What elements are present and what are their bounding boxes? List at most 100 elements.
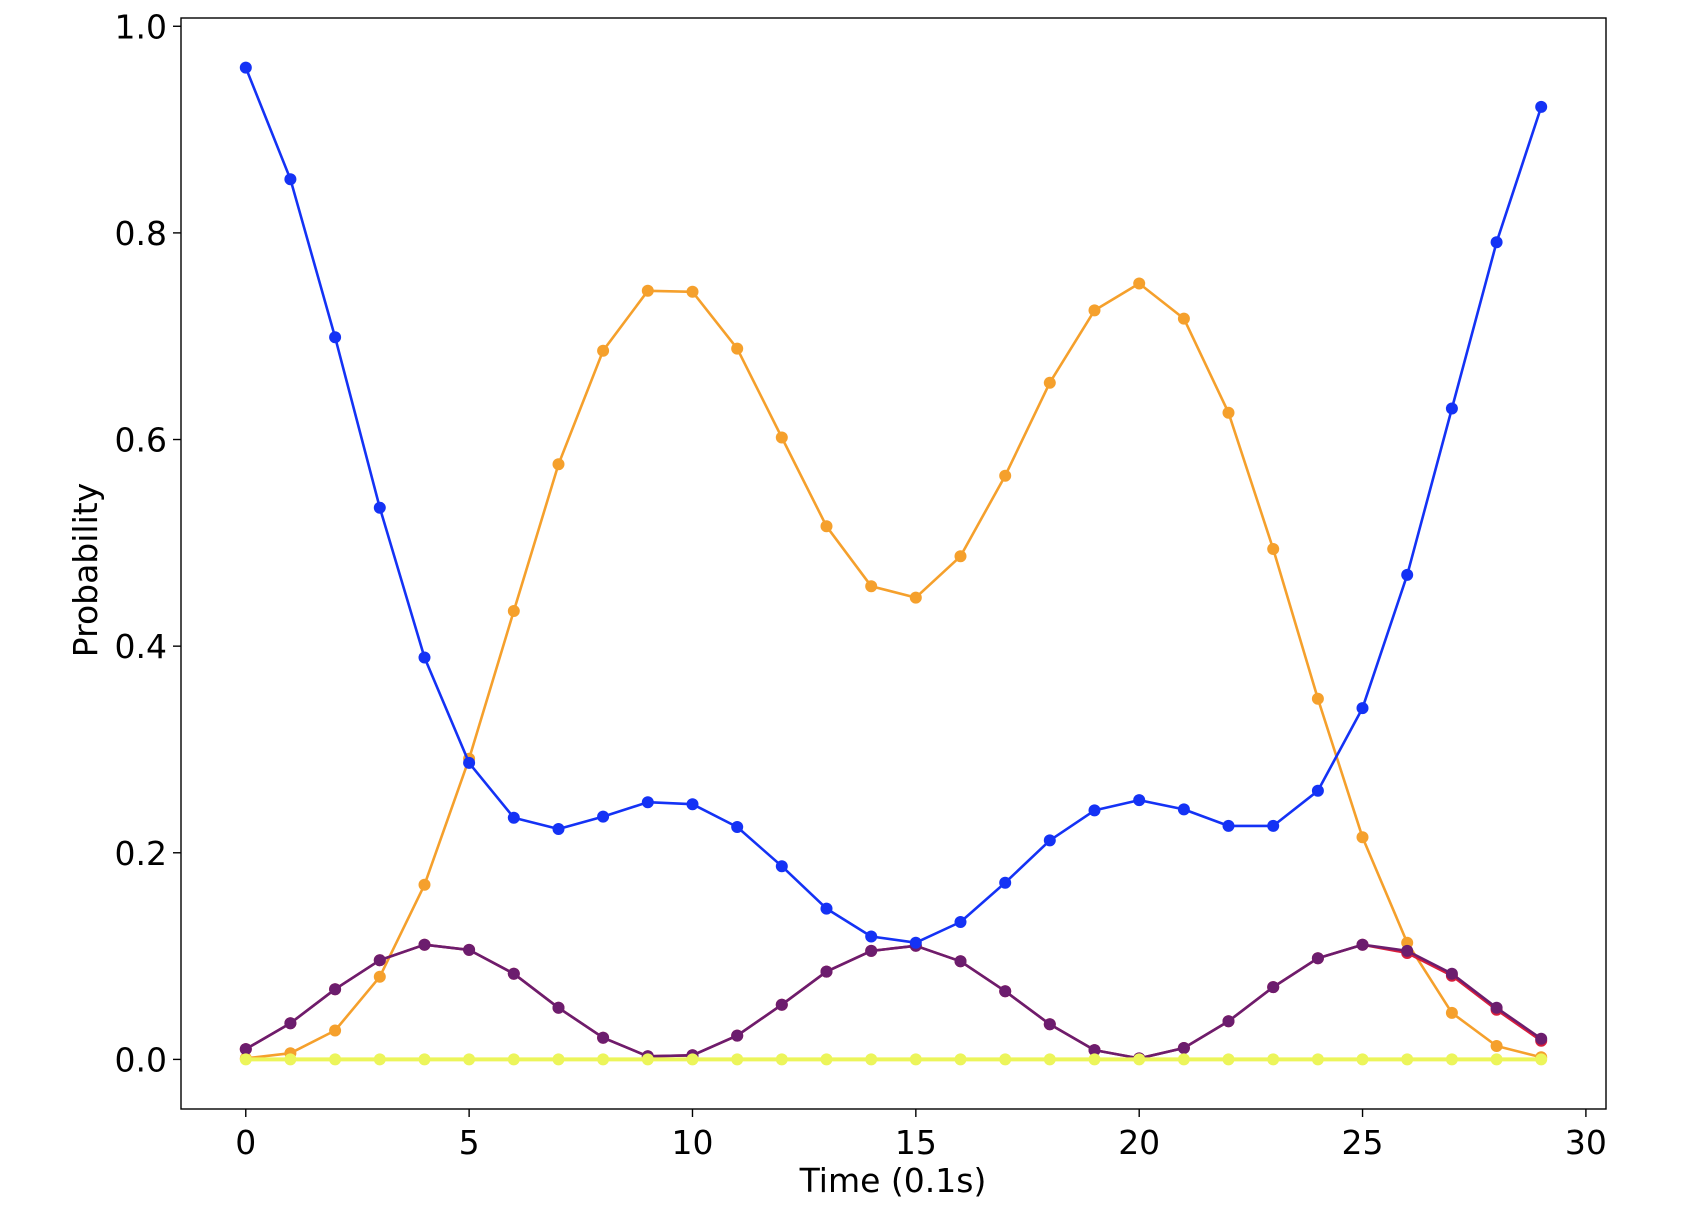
data-point: [1401, 936, 1414, 949]
data-point: [552, 1001, 565, 1014]
data-point: [775, 431, 788, 444]
data-point: [1445, 402, 1458, 415]
data-point: [1401, 568, 1414, 581]
data-point: [329, 983, 342, 996]
data-point: [1267, 819, 1280, 832]
data-point: [820, 1053, 833, 1066]
data-point: [552, 823, 565, 835]
data-point: [1222, 1015, 1235, 1028]
data-point: [329, 1053, 342, 1066]
data-point: [1490, 236, 1503, 249]
data-point: [954, 1053, 967, 1066]
data-point: [1133, 794, 1146, 807]
x-tick-label: 15: [895, 1123, 937, 1162]
data-point: [909, 591, 922, 604]
data-point: [1445, 967, 1458, 980]
data-point: [641, 796, 654, 809]
data-point: [1311, 692, 1324, 705]
y-tick-label: 0.8: [115, 214, 167, 253]
data-point: [1088, 1044, 1101, 1057]
data-point: [373, 970, 386, 983]
data-point: [373, 954, 386, 967]
data-point: [418, 1053, 431, 1066]
y-tick-label: 0.0: [115, 1040, 167, 1079]
data-point: [373, 1053, 386, 1066]
data-point: [954, 955, 967, 968]
data-point: [418, 938, 431, 951]
data-point: [463, 943, 476, 956]
x-tick-label: 10: [671, 1123, 713, 1162]
data-point: [1311, 1053, 1324, 1066]
data-point: [239, 1043, 252, 1056]
data-point: [1043, 376, 1056, 389]
y-axis-title: Probability: [66, 483, 105, 657]
data-point: [463, 1053, 476, 1066]
data-point: [597, 1053, 610, 1066]
data-point: [865, 1053, 878, 1066]
data-point: [999, 985, 1012, 998]
data-point: [820, 965, 833, 978]
data-point: [641, 1053, 654, 1066]
data-point: [1133, 1053, 1146, 1066]
data-point: [1088, 1053, 1101, 1066]
data-point: [686, 798, 699, 811]
data-point: [1356, 938, 1369, 951]
series-4: [239, 61, 1548, 949]
data-point: [1535, 1032, 1548, 1045]
data-point: [1222, 819, 1235, 832]
data-point: [329, 331, 342, 344]
data-point: [820, 902, 833, 915]
series-5: [239, 1053, 1548, 1066]
data-point: [284, 173, 297, 186]
x-tick-label: 25: [1342, 1123, 1384, 1162]
data-point: [507, 1053, 520, 1066]
data-point: [731, 1053, 744, 1066]
x-axis-title: Time (0.1s): [799, 1161, 987, 1200]
y-axis: 0.0 0.2 0.4 0.6 0.8 1.0: [115, 7, 181, 1079]
y-tick-label: 0.4: [115, 627, 167, 666]
data-point: [597, 810, 610, 823]
data-point: [329, 1024, 342, 1037]
data-point: [418, 878, 431, 891]
data-point: [597, 1031, 610, 1044]
data-point: [284, 1017, 297, 1030]
data-point: [1088, 804, 1101, 817]
data-point: [1222, 406, 1235, 419]
data-point: [1445, 1053, 1458, 1066]
data-point: [507, 811, 520, 824]
data-point: [1311, 952, 1324, 965]
data-point: [418, 651, 431, 664]
data-point: [463, 756, 476, 769]
series-line: [245, 943, 1542, 1060]
series-layer: [239, 61, 1548, 1066]
series-line: [244, 67, 1543, 945]
x-tick-label: 30: [1565, 1123, 1607, 1162]
data-point: [1401, 1053, 1414, 1066]
data-point: [1043, 1053, 1056, 1066]
data-point: [1356, 1053, 1369, 1066]
data-point: [731, 1029, 744, 1042]
data-point: [239, 1053, 252, 1066]
data-point: [686, 1053, 699, 1066]
data-point: [1043, 1018, 1056, 1031]
x-tick-label: 20: [1118, 1123, 1160, 1162]
x-axis: 0 5 10 15 20 25 30: [235, 1109, 1607, 1162]
data-point: [597, 344, 610, 357]
data-point: [552, 458, 565, 471]
data-point: [507, 605, 520, 617]
data-point: [865, 580, 878, 593]
data-point: [1267, 1053, 1280, 1066]
data-point: [1356, 831, 1369, 844]
data-point: [775, 1053, 788, 1066]
data-point: [731, 821, 744, 833]
data-point: [954, 550, 967, 563]
series-line: [245, 282, 1542, 1060]
data-point: [552, 1053, 565, 1066]
data-point: [954, 916, 967, 928]
data-point: [1535, 100, 1548, 113]
y-tick-label: 0.6: [115, 421, 167, 460]
data-point: [1177, 1042, 1190, 1054]
data-point: [865, 930, 878, 943]
